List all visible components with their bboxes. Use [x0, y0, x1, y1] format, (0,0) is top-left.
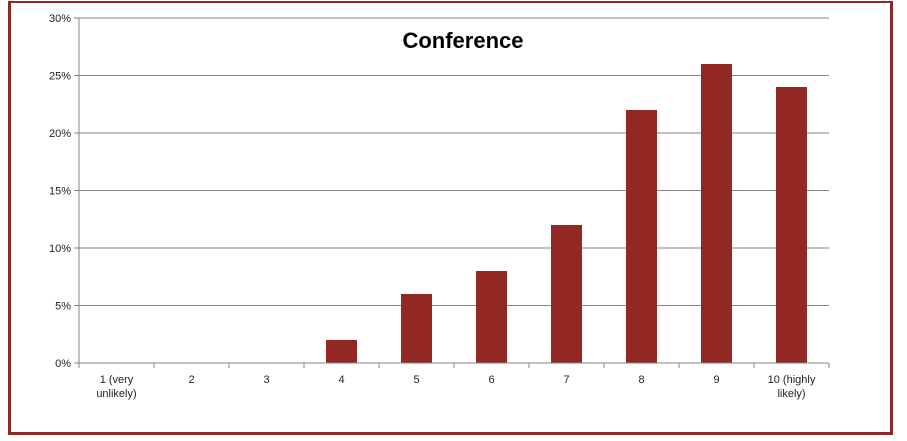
bar [551, 225, 582, 363]
x-tick-label: 4 [338, 374, 344, 386]
axes [74, 17, 830, 368]
x-tick-label: 8 [638, 374, 644, 386]
x-tick-label: 6 [488, 374, 494, 386]
x-tick-label: 7 [563, 374, 569, 386]
x-tick-label: 1 (very unlikely) [96, 374, 136, 400]
x-tick-label: 2 [188, 374, 194, 386]
y-tick-label: 25% [49, 71, 71, 83]
x-tick-label: 10 (highly likely) [768, 374, 816, 400]
x-tick-label: 3 [263, 374, 269, 386]
y-tick-label: 30% [49, 13, 71, 25]
y-tick-label: 20% [49, 128, 71, 140]
x-tick-label: 9 [713, 374, 719, 386]
bar [476, 271, 507, 363]
y-tick-label: 15% [49, 186, 71, 198]
tick-labels: 0% 5% 10% 15% 20% 25% 30% 1 (very unlikely) 2 3 4 5 6… [49, 13, 816, 400]
bar [401, 294, 432, 363]
chart-title: Conference [402, 28, 523, 53]
y-tick-label: 0% [55, 358, 71, 370]
x-tick-label: 5 [413, 374, 419, 386]
bars [326, 64, 807, 363]
y-tick-label: 10% [49, 243, 71, 255]
bar [701, 64, 732, 363]
bar [776, 87, 807, 363]
y-tick-label: 5% [55, 301, 71, 313]
bar [326, 340, 357, 363]
bar [626, 110, 657, 363]
